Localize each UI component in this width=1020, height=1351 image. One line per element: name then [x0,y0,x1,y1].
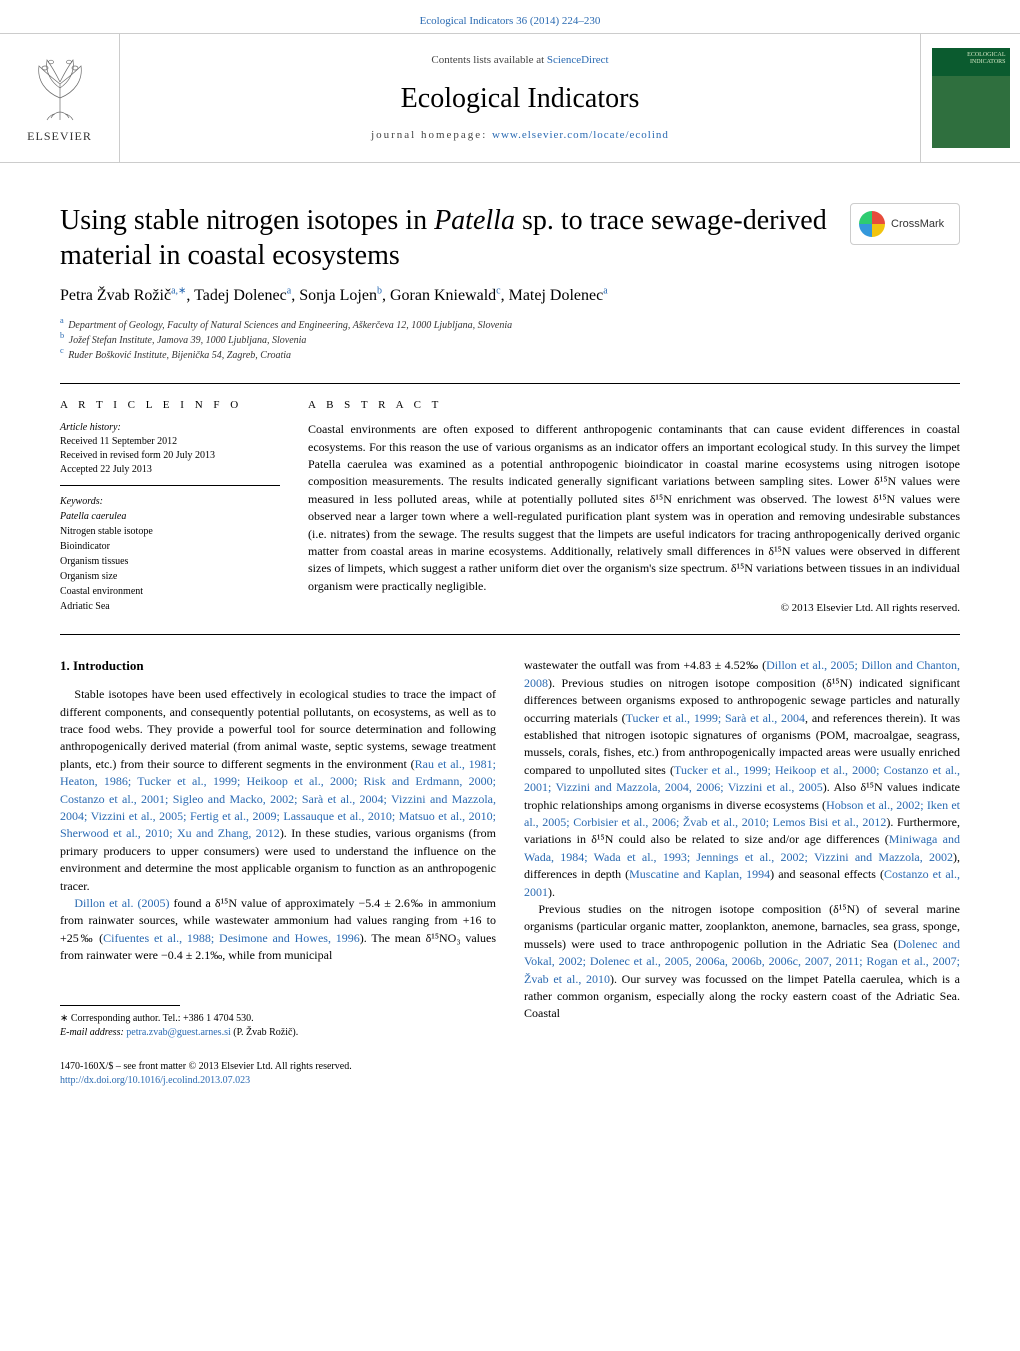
affiliations: a Department of Geology, Faculty of Natu… [0,318,1020,373]
affiliation-line: a Department of Geology, Faculty of Natu… [60,318,960,333]
author-affil-sup: a,∗ [171,286,186,297]
contents-available: Contents lists available at ScienceDirec… [431,53,608,68]
sciencedirect-link[interactable]: ScienceDirect [547,54,609,66]
keyword: Nitrogen stable isotope [60,524,280,539]
corresponding-author: ∗ Corresponding author. Tel.: +386 1 470… [60,1012,496,1026]
journal-homepage: journal homepage: www.elsevier.com/locat… [371,128,669,143]
email-line: E-mail address: petra.zvab@guest.arnes.s… [60,1026,496,1040]
title-italic: Patella [434,205,515,236]
author-affil-sup: a [287,286,291,297]
abstract-block: A B S T R A C T Coastal environments are… [308,398,960,617]
citation-link[interactable]: Tucker et al., 1999; Sarà et al., 2004 [626,711,805,725]
issn-line: 1470-160X/$ – see front matter © 2013 El… [60,1060,960,1074]
article-info-block: A R T I C L E I N F O Article history: R… [60,398,280,617]
author-affil-sup: a [603,286,607,297]
page-footer: 1470-160X/$ – see front matter © 2013 El… [0,1040,1020,1108]
text-run: ) and seasonal effects ( [770,867,884,881]
author-name: Matej Dolenec [509,287,604,304]
title-prefix: Using stable nitrogen isotopes in [60,205,434,236]
footnote-rule [60,1005,180,1006]
title-row: Using stable nitrogen isotopes in Patell… [0,163,1020,281]
affil-sup: b [60,331,64,340]
contents-prefix: Contents lists available at [431,54,546,66]
text-run: Previous studies on the nitrogen isotope… [524,902,960,951]
history-heading: Article history: [60,421,280,435]
header-center: Contents lists available at ScienceDirec… [120,34,920,162]
crossmark-badge[interactable]: CrossMark [850,203,960,245]
history-line: Received 11 September 2012 [60,435,280,449]
column-left: 1. Introduction Stable isotopes have bee… [60,657,496,1039]
abstract-copyright: © 2013 Elsevier Ltd. All rights reserved… [308,601,960,616]
affiliation-line: c Ruđer Bošković Institute, Bijenička 54… [60,348,960,363]
column-right: wastewater the outfall was from +4.83 ± … [524,657,960,1039]
affil-sup: c [60,346,64,355]
abstract-text: Coastal environments are often exposed t… [308,421,960,595]
cover-label: ECOLOGICALINDICATORS [967,52,1005,65]
article-info-heading: A R T I C L E I N F O [60,398,280,413]
doi-link[interactable]: http://dx.doi.org/10.1016/j.ecolind.2013… [60,1075,250,1086]
publisher-logo-box: ELSEVIER [0,34,120,162]
email-label: E-mail address: [60,1027,126,1038]
footnotes: ∗ Corresponding author. Tel.: +386 1 470… [60,1012,496,1040]
keyword: Coastal environment [60,584,280,599]
publisher-label: ELSEVIER [27,128,92,145]
homepage-link[interactable]: www.elsevier.com/locate/ecolind [492,129,669,141]
keywords-heading: Keywords: [60,494,280,509]
author-affil-sup: b [377,286,382,297]
text-run: wastewater the outfall was from +4.83 ± … [524,658,766,672]
email-suffix: (P. Žvab Rožič). [231,1027,299,1038]
crossmark-icon [859,211,885,237]
citation-link[interactable]: Muscatine and Kaplan, 1994 [629,867,770,881]
crossmark-label: CrossMark [891,217,944,232]
article-history: Article history: Received 11 September 2… [60,421,280,486]
cover-thumbnail-box: ECOLOGICALINDICATORS [920,34,1020,162]
elsevier-tree-icon [25,52,95,122]
citation-link[interactable]: Cifuentes et al., 1988; Desimone and How… [103,931,360,945]
history-line: Accepted 22 July 2013 [60,463,280,477]
body-columns: 1. Introduction Stable isotopes have bee… [0,635,1020,1039]
email-link[interactable]: petra.zvab@guest.arnes.si [126,1027,230,1038]
paragraph: Previous studies on the nitrogen isotope… [524,901,960,1023]
keyword: Organism size [60,569,280,584]
citation-line: Ecological Indicators 36 (2014) 224–230 [0,0,1020,33]
authors-line: Petra Žvab Rožiča,∗, Tadej Doleneca, Son… [0,281,1020,317]
author-affil-sup: c [496,286,500,297]
journal-name: Ecological Indicators [401,79,640,118]
article-meta-row: A R T I C L E I N F O Article history: R… [60,383,960,617]
keyword: Adriatic Sea [60,599,280,614]
author-name: Goran Kniewald [390,287,496,304]
keywords-block: Keywords: Patella caerulea Nitrogen stab… [60,494,280,614]
keyword: Organism tissues [60,554,280,569]
author-name: Sonja Lojen [299,287,377,304]
history-line: Received in revised form 20 July 2013 [60,449,280,463]
keyword: Patella caerulea [60,509,280,524]
keyword: Bioindicator [60,539,280,554]
citation-link[interactable]: Ecological Indicators 36 (2014) 224–230 [420,15,601,27]
intro-heading: 1. Introduction [60,657,496,676]
author-name: Tadej Dolenec [194,287,287,304]
paragraph: Dillon et al. (2005) found a δ¹⁵N value … [60,895,496,965]
journal-cover-icon: ECOLOGICALINDICATORS [932,48,1010,148]
journal-header: ELSEVIER Contents lists available at Sci… [0,33,1020,163]
affiliation-line: b Jožef Stefan Institute, Jamova 39, 100… [60,333,960,348]
abstract-heading: A B S T R A C T [308,398,960,413]
paragraph: wastewater the outfall was from +4.83 ± … [524,657,960,900]
author-name: Petra Žvab Rožič [60,287,171,304]
paragraph: Stable isotopes have been used effective… [60,686,496,895]
homepage-prefix: journal homepage: [371,129,492,141]
text-run: ). [548,885,555,899]
citation-link[interactable]: Dillon et al. (2005) [74,896,169,910]
affil-sup: a [60,316,64,325]
article-title: Using stable nitrogen isotopes in Patell… [60,203,830,273]
